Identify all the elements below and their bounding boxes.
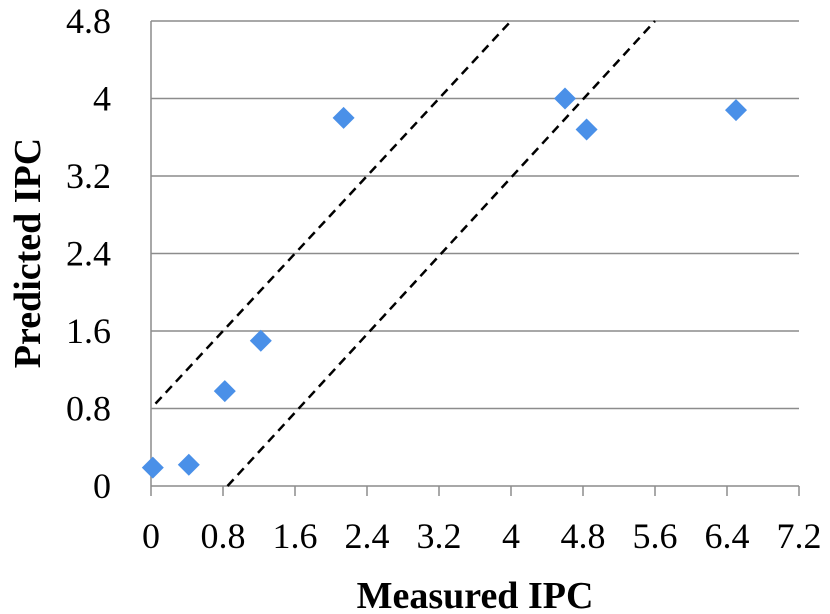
data-point xyxy=(332,106,355,129)
data-point xyxy=(249,329,272,352)
x-tick-label: 1.6 xyxy=(273,516,318,556)
y-tick-label: 2.4 xyxy=(66,234,111,274)
x-tick-label: 2.4 xyxy=(345,516,390,556)
y-tick-label: 4 xyxy=(93,79,111,119)
guide-line-upper-bound xyxy=(154,20,512,405)
axes xyxy=(150,21,799,487)
y-tick-label: 3.2 xyxy=(66,156,111,196)
data-point xyxy=(725,99,747,122)
grid-lines xyxy=(151,20,799,410)
x-tick-label: 4.8 xyxy=(561,516,606,556)
data-point xyxy=(141,456,164,479)
x-tick-label: 5.6 xyxy=(633,516,678,556)
y-tick-label: 0 xyxy=(93,466,111,506)
x-tick-label: 3.2 xyxy=(417,516,462,556)
x-tick-label: 6.4 xyxy=(705,516,750,556)
x-tick-labels: 0 0.8 1.6 2.4 3.2 4 4.8 5.6 6.4 7.2 xyxy=(142,516,822,556)
data-points xyxy=(141,87,747,479)
y-tick-label: 4.8 xyxy=(66,1,111,41)
guide-line-lower-bound xyxy=(226,20,656,487)
x-axis-title: Measured IPC xyxy=(357,575,594,614)
x-tick-label: 0.8 xyxy=(201,516,246,556)
x-tick-label: 7.2 xyxy=(777,516,822,556)
data-point xyxy=(213,380,236,403)
y-tick-labels: 0 0.8 1.6 2.4 3.2 4 4.8 xyxy=(66,1,111,506)
data-point xyxy=(177,453,200,476)
x-tick-label: 0 xyxy=(142,516,160,556)
x-tick-label: 4 xyxy=(502,516,520,556)
y-axis-title: Predicted IPC xyxy=(7,138,49,368)
data-point xyxy=(575,118,598,141)
x-tick-marks xyxy=(150,486,800,496)
y-tick-label: 0.8 xyxy=(66,389,111,429)
guide-lines xyxy=(154,20,656,487)
y-tick-label: 1.6 xyxy=(66,311,111,351)
data-point xyxy=(554,87,576,110)
